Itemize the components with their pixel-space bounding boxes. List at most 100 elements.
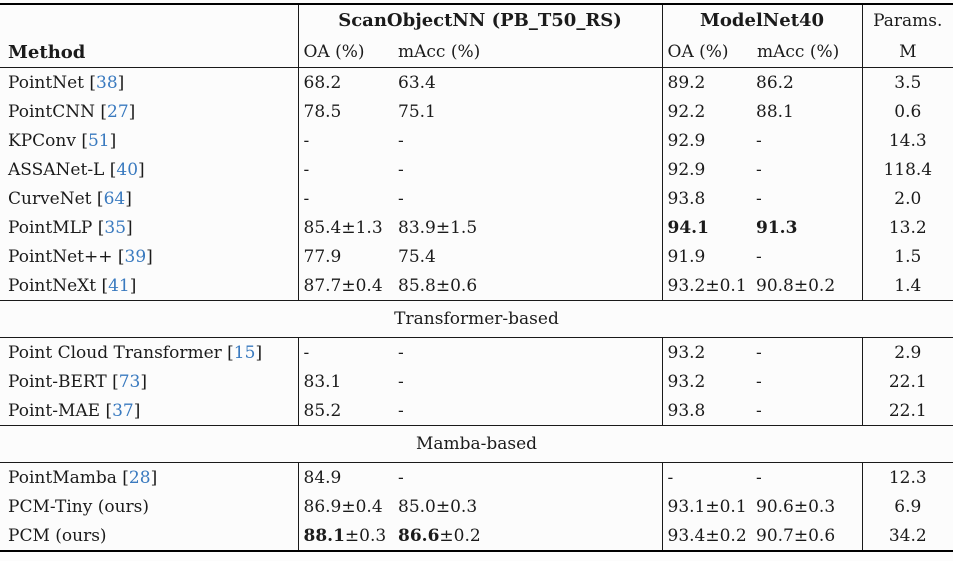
table-row: ASSANet-L [40] - - 92.9 - 118.4	[0, 155, 953, 184]
value-text: 92.9	[667, 130, 706, 151]
cell-modelnet40-oa: -	[661, 462, 753, 492]
method-name: PointMLP [	[8, 217, 105, 238]
method-cell: PointMamba [28]	[0, 463, 298, 493]
method-name: PCM-Tiny (ours)	[8, 496, 150, 517]
citation-link[interactable]: 41	[108, 275, 130, 296]
cell-scanobjectnn-oa: -	[297, 126, 390, 155]
value-text: ±0.3	[344, 525, 387, 546]
table-row: PointMLP [35] 85.4±1.3 83.9±1.5 94.1 91.…	[0, 213, 953, 242]
table-row: PointMamba [28] 84.9 - - - 12.3	[0, 462, 953, 493]
header-row-metrics: OA (%) mAcc (%) OA (%) mAcc (%) M	[0, 36, 953, 68]
cell-modelnet40-oa: 89.2	[661, 67, 753, 97]
value-text: -	[303, 188, 310, 209]
cell-scanobjectnn-oa: 77.9	[297, 242, 390, 271]
value-text: -	[398, 159, 404, 180]
value-text: 89.2	[667, 72, 706, 93]
cell-params: 2.9	[861, 337, 953, 367]
citation-link[interactable]: 64	[103, 188, 126, 209]
table-header: Method ScanObjectNN (PB_T50_RS) ModelNet…	[0, 4, 953, 68]
cell-scanobjectnn-macc: -	[390, 367, 662, 396]
citation-link[interactable]: 38	[96, 72, 118, 93]
table-row: PointNet++ [39] 77.9 75.4 91.9 - 1.5	[0, 242, 953, 271]
method-name: PointCNN [	[8, 101, 107, 122]
cell-modelnet40-oa: 93.8	[661, 184, 753, 213]
citation-bracket: ]	[126, 217, 133, 238]
value-text: 92.2	[667, 101, 706, 122]
method-cell: PointNet [38]	[0, 68, 298, 98]
citation-link[interactable]: 73	[118, 371, 141, 392]
value-text: -	[756, 188, 762, 209]
value-text: 75.4	[398, 246, 436, 267]
value-bold: 91.3	[756, 217, 798, 238]
cell-params: 1.4	[861, 271, 953, 301]
method-name: CurveNet [	[8, 188, 104, 209]
section-header-row: Mamba-based	[0, 425, 953, 463]
citation-link[interactable]: 40	[116, 159, 139, 180]
cell-modelnet40-oa: 93.8	[661, 396, 753, 426]
citation-link[interactable]: 39	[124, 246, 147, 267]
method-name: Point-MAE [	[8, 400, 113, 421]
citation-link[interactable]: 27	[107, 101, 129, 122]
citation-bracket: ]	[128, 101, 136, 122]
column-header-params-unit: M	[861, 36, 953, 68]
cell-params: 1.5	[861, 242, 953, 271]
citation-link[interactable]: 37	[112, 400, 134, 421]
value-text: 1.5	[894, 246, 922, 267]
cell-modelnet40-macc: 88.1	[752, 97, 862, 126]
value-text: 86.2	[756, 72, 794, 93]
table-row: KPConv [51] - - 92.9 - 14.3	[0, 126, 953, 155]
value-text: 1.4	[894, 275, 922, 296]
cell-modelnet40-oa: 92.2	[661, 97, 753, 126]
table-row: Point-BERT [73] 83.1 - 93.2 - 22.1	[0, 367, 953, 396]
cell-modelnet40-macc: 90.7±0.6	[752, 521, 862, 551]
value-text: -	[303, 342, 310, 363]
method-name: Point-BERT [	[8, 371, 119, 392]
value-text: 13.2	[888, 217, 927, 238]
cell-scanobjectnn-oa: -	[297, 155, 390, 184]
cell-scanobjectnn-macc: 83.9±1.5	[390, 213, 662, 242]
column-header-scanobjectnn-oa: OA (%)	[297, 36, 390, 68]
table-row: PointNeXt [41] 87.7±0.4 85.8±0.6 93.2±0.…	[0, 271, 953, 301]
value-text: 93.2	[667, 371, 706, 392]
method-name: KPConv [	[8, 130, 88, 151]
cell-scanobjectnn-macc: 63.4	[390, 68, 662, 98]
citation-bracket: ]	[255, 342, 263, 363]
value-text: 90.6±0.3	[756, 496, 836, 517]
method-cell: PointNet++ [39]	[0, 242, 298, 271]
table-row: PCM-Tiny (ours) 86.9±0.4 85.0±0.3 93.1±0…	[0, 492, 953, 521]
cell-modelnet40-macc: -	[752, 463, 862, 493]
method-cell: CurveNet [64]	[0, 184, 298, 213]
column-header-params: Params.	[861, 4, 953, 36]
citation-bracket: ]	[133, 400, 141, 421]
method-cell: Point-MAE [37]	[0, 396, 298, 426]
value-text: -	[756, 246, 762, 267]
cell-scanobjectnn-oa: 86.9±0.4	[297, 492, 390, 521]
cell-params: 0.6	[861, 97, 953, 126]
value-text: 85.8±0.6	[398, 275, 478, 296]
citation-link[interactable]: 28	[128, 467, 151, 488]
cell-modelnet40-oa: 91.9	[661, 242, 753, 271]
citation-bracket: ]	[117, 72, 125, 93]
table-row: Point-MAE [37] 85.2 - 93.8 - 22.1	[0, 396, 953, 426]
value-text: -	[398, 371, 404, 392]
cell-scanobjectnn-oa: 88.1±0.3	[297, 521, 390, 551]
value-text: -	[756, 159, 762, 180]
cell-scanobjectnn-oa: 85.2	[297, 396, 390, 426]
value-text: 12.3	[888, 467, 927, 488]
value-text: 85.4±1.3	[303, 217, 383, 238]
citation-bracket: ]	[125, 188, 132, 209]
cell-scanobjectnn-oa: 85.4±1.3	[297, 213, 390, 242]
value-text: 93.8	[667, 400, 706, 421]
column-header-modelnet40-macc: mAcc (%)	[752, 36, 863, 68]
cell-modelnet40-macc: -	[752, 126, 862, 155]
column-header-scanobjectnn-macc: mAcc (%)	[390, 36, 663, 68]
method-name: PointNeXt [	[8, 275, 109, 296]
value-text: -	[398, 130, 404, 151]
citation-link[interactable]: 35	[104, 217, 127, 238]
column-header-method: Method	[0, 4, 298, 68]
citation-link[interactable]: 51	[87, 130, 110, 151]
citation-link[interactable]: 15	[233, 342, 256, 363]
cell-modelnet40-oa: 93.4±0.2	[661, 521, 753, 551]
cell-modelnet40-macc: -	[752, 155, 862, 184]
value-text: 2.9	[894, 342, 922, 363]
